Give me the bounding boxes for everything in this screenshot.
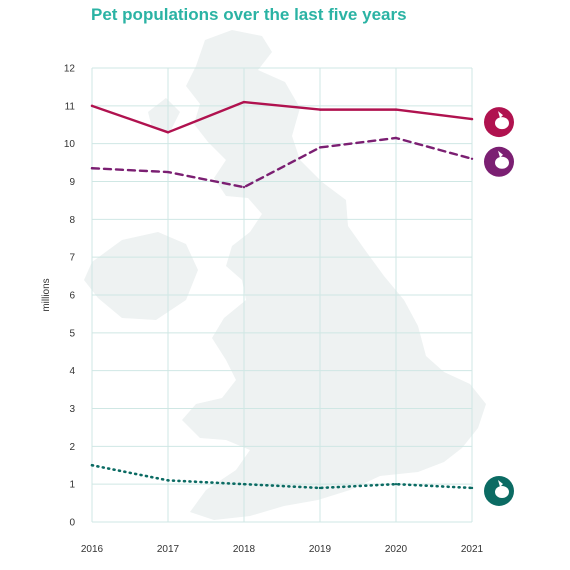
dog-icon xyxy=(484,107,514,138)
x-axis: 2016 2017 2018 2019 2020 2021 xyxy=(81,544,484,555)
data-point xyxy=(470,486,474,490)
series-icons xyxy=(484,107,514,506)
data-point xyxy=(242,185,246,189)
series-line-2 xyxy=(90,136,474,189)
data-point xyxy=(242,100,246,104)
data-point xyxy=(394,482,398,486)
x-tick-label: 2020 xyxy=(385,544,408,555)
y-tick-label: 0 xyxy=(69,518,75,529)
y-tick-label: 9 xyxy=(69,177,75,188)
series-lines xyxy=(90,100,474,490)
y-axis-label: millions xyxy=(41,278,52,311)
x-tick-label: 2017 xyxy=(157,544,180,555)
series-line-3 xyxy=(90,463,474,490)
data-point xyxy=(318,108,322,111)
y-tick-label: 8 xyxy=(69,215,75,226)
y-tick-label: 12 xyxy=(64,64,76,75)
data-point xyxy=(318,146,322,149)
series-line-1 xyxy=(90,100,474,134)
chart-title: Pet populations over the last five years xyxy=(91,5,407,24)
data-point xyxy=(470,117,474,121)
data-point xyxy=(470,157,474,160)
data-point xyxy=(166,131,170,134)
x-tick-label: 2021 xyxy=(461,544,484,555)
uk-map-background xyxy=(84,30,486,520)
data-point xyxy=(242,482,246,486)
cat-icon xyxy=(484,146,514,177)
data-point xyxy=(166,170,170,174)
data-point xyxy=(318,486,322,490)
y-tick-label: 10 xyxy=(64,139,76,150)
y-tick-label: 3 xyxy=(69,404,75,415)
data-point xyxy=(90,167,94,170)
y-tick-label: 2 xyxy=(69,442,75,453)
data-point xyxy=(394,136,398,140)
y-tick-label: 6 xyxy=(69,291,75,302)
data-point xyxy=(394,108,398,111)
y-tick-label: 7 xyxy=(69,253,75,264)
data-point xyxy=(166,479,170,482)
y-tick-label: 4 xyxy=(69,366,75,377)
grid xyxy=(91,67,473,523)
rabbit-icon xyxy=(484,475,514,506)
y-tick-label: 5 xyxy=(69,328,75,339)
x-tick-label: 2019 xyxy=(309,544,332,555)
x-tick-label: 2018 xyxy=(233,544,256,555)
data-point xyxy=(90,104,94,108)
y-tick-label: 11 xyxy=(65,101,76,112)
data-point xyxy=(90,464,94,467)
x-tick-label: 2016 xyxy=(81,544,104,555)
y-tick-label: 1 xyxy=(69,480,75,491)
